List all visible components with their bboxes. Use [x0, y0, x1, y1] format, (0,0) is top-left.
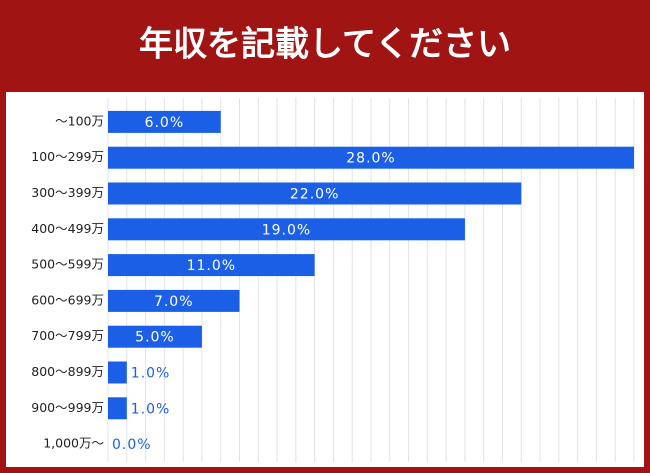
y-tick-label: 400～499万: [31, 221, 104, 236]
bar: [108, 397, 127, 420]
value-label: 1.0%: [131, 401, 171, 417]
value-label: 19.0%: [262, 222, 311, 238]
bar: [108, 110, 221, 133]
bar: [108, 325, 202, 348]
value-label: 11.0%: [187, 258, 236, 274]
value-label: 22.0%: [290, 187, 339, 203]
y-tick-label: 600～699万: [31, 292, 104, 307]
value-label: 0.0%: [112, 437, 152, 453]
y-tick-label: 500～599万: [31, 257, 104, 272]
bar: [108, 182, 522, 205]
bar: [108, 289, 240, 312]
y-tick-label: 100～299万: [31, 149, 104, 164]
value-label: 7.0%: [154, 294, 194, 310]
y-tick-label: ～100万: [55, 113, 104, 128]
chart-title: 年収を記載してください: [139, 25, 511, 65]
y-tick-label: 900～999万: [31, 400, 104, 415]
bar: [108, 218, 465, 241]
value-label: 5.0%: [135, 330, 175, 346]
y-tick-label: 700～799万: [31, 328, 104, 343]
bar: [108, 361, 127, 384]
y-tick-label: 1,000万～: [43, 436, 104, 451]
bar: [108, 146, 634, 169]
value-label: 28.0%: [346, 151, 395, 167]
y-tick-label: 800～899万: [31, 364, 104, 379]
y-tick-label: 300～399万: [31, 185, 104, 200]
value-label: 6.0%: [145, 115, 185, 131]
bar: [108, 254, 315, 277]
value-label: 1.0%: [131, 366, 171, 382]
